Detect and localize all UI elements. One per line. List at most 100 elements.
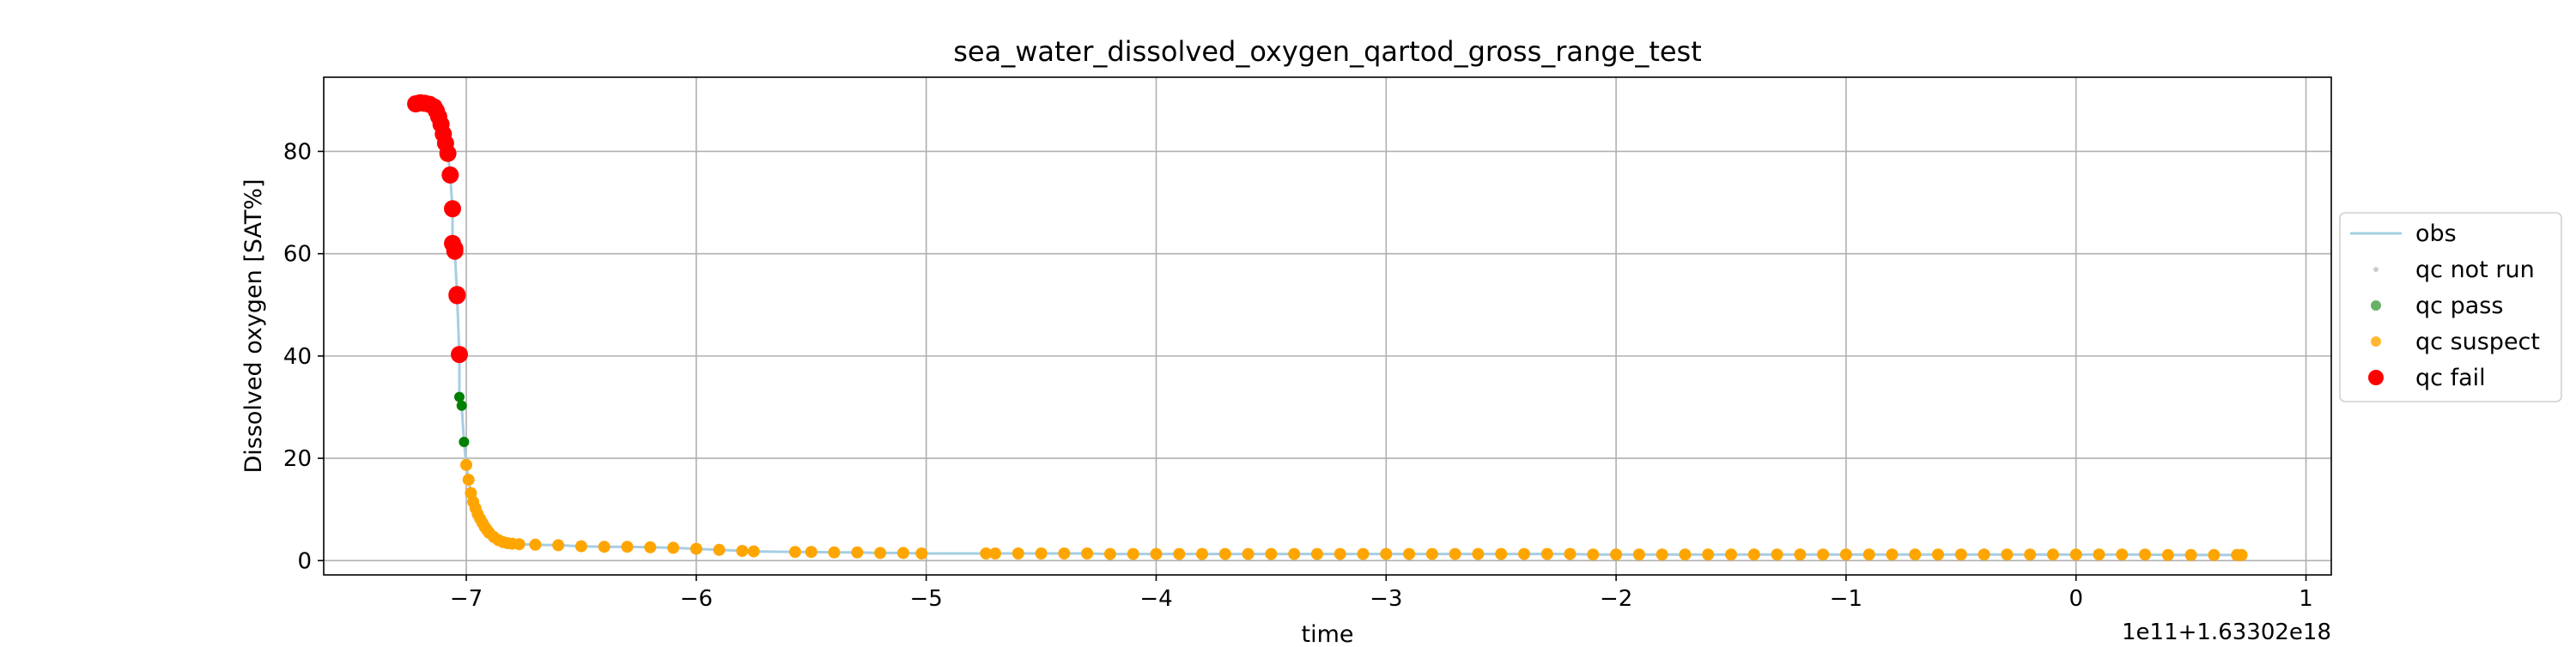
- qc-suspect-point: [1610, 548, 1623, 561]
- qc-suspect-point: [1218, 547, 1231, 560]
- qc-fail-point: [448, 287, 466, 305]
- qc-fail-point: [446, 242, 464, 260]
- qc-suspect-point: [552, 539, 565, 552]
- qc-suspect-point: [874, 547, 887, 559]
- legend-marker-qc-suspect: [2371, 336, 2381, 347]
- qc-suspect-point: [1839, 548, 1852, 561]
- qc-pass-point: [454, 391, 465, 402]
- y-tick-label: 60: [283, 242, 312, 268]
- qc-suspect-point: [1794, 548, 1807, 561]
- legend-label-obs: obs: [2415, 221, 2457, 247]
- qc-suspect-point: [574, 540, 587, 553]
- qc-suspect-point: [1103, 547, 1116, 560]
- qc-suspect-point: [915, 547, 928, 559]
- qc-suspect-point: [1265, 547, 1278, 560]
- x-tick-label: −1: [1830, 586, 1862, 612]
- qc-suspect-point: [2001, 548, 2014, 561]
- qc-suspect-point: [980, 547, 993, 559]
- qc-fail-point: [444, 200, 461, 218]
- data-points: [407, 94, 2248, 561]
- qc-suspect-point: [2069, 548, 2082, 561]
- qc-suspect-point: [1679, 548, 1692, 561]
- qc-suspect-point: [1656, 548, 1668, 561]
- qc-suspect-point: [1150, 547, 1163, 560]
- x-tick-label: −3: [1370, 586, 1402, 612]
- qc-suspect-point: [1288, 547, 1301, 560]
- qc-fail-point: [441, 166, 459, 184]
- qc-suspect-point: [1334, 547, 1346, 560]
- qc-suspect-point: [667, 541, 680, 554]
- legend-label-qc-pass: qc pass: [2415, 293, 2503, 319]
- qc-suspect-point: [1954, 548, 1967, 561]
- qc-suspect-point: [2024, 548, 2037, 561]
- qc-suspect-point: [1058, 547, 1071, 559]
- qc-suspect-point: [1495, 547, 1508, 560]
- x-tick-label: −6: [680, 586, 713, 612]
- qc-suspect-point: [896, 547, 909, 559]
- x-tick-label: −2: [1600, 586, 1632, 612]
- qc-suspect-point: [1909, 548, 1922, 561]
- qc-suspect-series: [460, 458, 2248, 561]
- legend-label-qc-not-run: qc not run: [2415, 257, 2535, 283]
- qc-suspect-point: [1817, 548, 1830, 561]
- legend-marker-qc-pass: [2371, 300, 2381, 311]
- qc-suspect-point: [1702, 548, 1715, 561]
- qc-suspect-point: [2093, 548, 2105, 561]
- qc-fail-point: [451, 346, 468, 364]
- qc-suspect-point: [1587, 548, 1600, 561]
- chart-title: sea_water_dissolved_oxygen_qartod_gross_…: [953, 35, 1702, 68]
- x-tick-label: 1: [2299, 586, 2313, 612]
- qc-suspect-point: [1747, 548, 1760, 561]
- y-tick-label: 80: [283, 139, 312, 165]
- qc-suspect-point: [789, 546, 801, 559]
- x-tick-label: −7: [450, 586, 483, 612]
- qc-pass-series: [454, 391, 470, 447]
- y-tick-label: 20: [283, 446, 312, 472]
- qc-suspect-point: [690, 542, 702, 555]
- qc-suspect-point: [529, 538, 542, 551]
- qc-fail-point: [439, 144, 457, 162]
- qc-suspect-point: [598, 541, 611, 553]
- qc-suspect-point: [1518, 547, 1530, 560]
- qc-suspect-point: [1771, 548, 1783, 561]
- qc-suspect-point: [1173, 547, 1186, 560]
- qc-pass-point: [459, 437, 470, 447]
- qc-suspect-point: [747, 545, 760, 558]
- qc-suspect-point: [462, 474, 475, 487]
- qc-suspect-point: [1632, 548, 1645, 561]
- qc-suspect-point: [805, 546, 817, 559]
- plot-area-frame: [323, 76, 2332, 576]
- qc-suspect-point: [1862, 548, 1875, 561]
- x-tick-label: 0: [2069, 586, 2083, 612]
- qc-suspect-point: [1425, 547, 1438, 560]
- qc-suspect-point: [2116, 548, 2129, 561]
- y-tick-label: 40: [283, 344, 312, 370]
- qc-suspect-point: [1886, 548, 1899, 561]
- qc-suspect-point: [1242, 547, 1255, 560]
- qc-suspect-point: [736, 545, 749, 557]
- qc-fail-series: [407, 94, 468, 364]
- qc-suspect-point: [1196, 547, 1208, 560]
- qc-suspect-point: [1081, 547, 1094, 559]
- qc-suspect-point: [1357, 547, 1370, 560]
- legend-marker-qc-fail: [2368, 370, 2384, 385]
- qc-suspect-point: [1472, 547, 1485, 560]
- qc-suspect-point: [1310, 547, 1323, 560]
- legend: obs qc not run qc pass qc suspect qc fail: [2339, 212, 2562, 402]
- legend-label-qc-suspect: qc suspect: [2415, 329, 2540, 355]
- x-axis-offset-label: 1e11+1.63302e18: [2122, 620, 2331, 644]
- qc-suspect-point: [1127, 547, 1139, 560]
- qc-suspect-point: [851, 546, 864, 559]
- qc-suspect-point: [713, 543, 726, 556]
- grid-lines: [324, 77, 2331, 575]
- qc-suspect-point: [621, 541, 634, 553]
- legend-box: [2339, 212, 2562, 402]
- qc-suspect-point: [1380, 547, 1393, 560]
- qc-suspect-point: [1449, 547, 1461, 560]
- legend-marker-qc-not-run: [2373, 267, 2379, 272]
- qc-suspect-point: [1725, 548, 1737, 561]
- qc-suspect-point: [644, 541, 657, 553]
